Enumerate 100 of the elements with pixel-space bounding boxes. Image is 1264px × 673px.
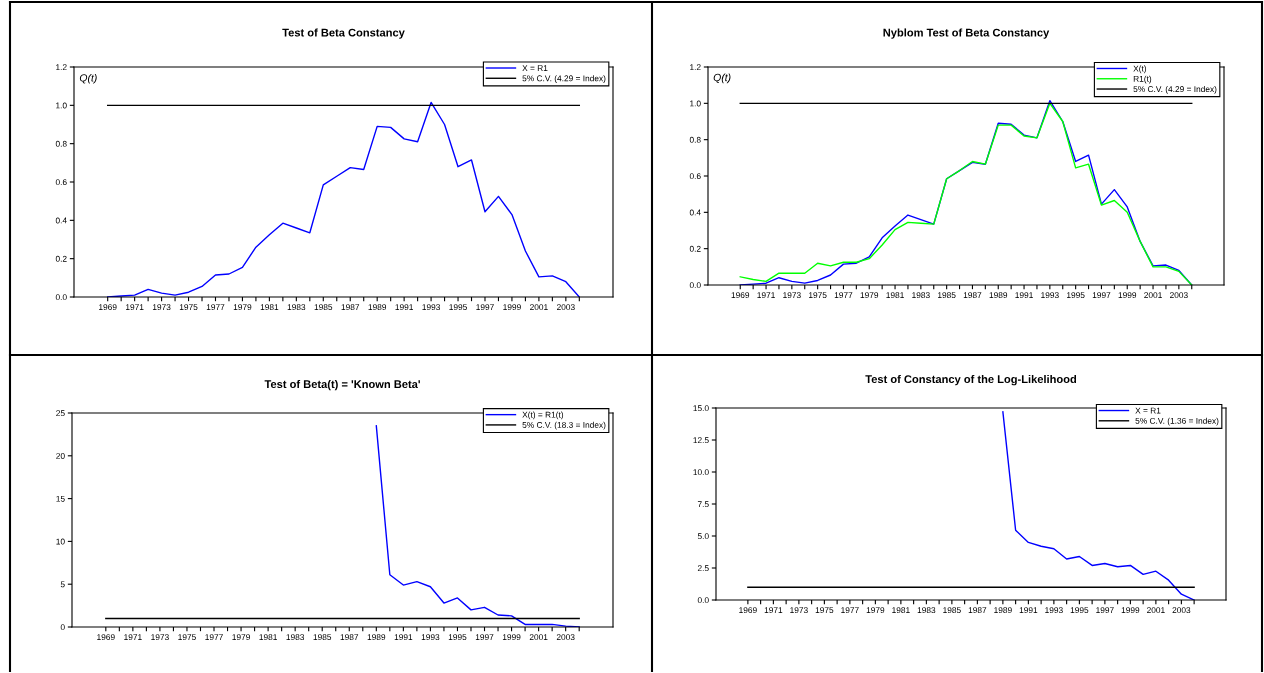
x-tick-label: 1985	[313, 634, 332, 641]
x-tick-label: 1973	[790, 607, 808, 614]
x-tick-label: 2003	[1170, 292, 1188, 299]
x-tick-label: 1977	[834, 292, 853, 299]
y-tick-label: 20	[56, 453, 65, 459]
x-tick-label: 1991	[1019, 607, 1038, 614]
y-tick-label: 7.5	[697, 501, 709, 508]
x-tick-label: 1969	[97, 634, 115, 641]
y-tick-label: 2.5	[697, 565, 709, 572]
chart-title: Test of Beta(t) = 'Known Beta'	[264, 379, 420, 391]
x-tick-label: 1981	[260, 304, 279, 311]
x-tick-label: 1993	[1045, 607, 1063, 614]
x-tick-label: 1979	[866, 607, 885, 614]
y-tick-label: 0.2	[689, 245, 701, 252]
x-tick-label: 1987	[963, 292, 982, 299]
x-tick-label: 1995	[1070, 607, 1089, 614]
y-tick-label: 0.0	[697, 597, 709, 604]
x-tick-label: 1969	[99, 304, 117, 311]
y-tick-label: 15	[56, 495, 65, 502]
x-tick-label: 1999	[502, 634, 521, 641]
x-tick-label: 1995	[448, 634, 467, 641]
x-tick-label: 1975	[809, 292, 827, 299]
y-tick-label: 0.2	[55, 255, 67, 262]
legend-label: R1(t)	[1133, 75, 1152, 84]
x-tick-label: 1971	[126, 304, 144, 311]
x-tick-label: 1977	[206, 304, 225, 311]
x-tick-label: 1983	[286, 634, 305, 641]
y-tick-label: 1.0	[56, 102, 67, 109]
x-tick-label: 2001	[1147, 607, 1165, 614]
x-tick-label: 1969	[731, 292, 750, 299]
x-tick-label: 1985	[938, 292, 956, 299]
y-tick-label: 1.2	[56, 64, 67, 71]
y-tick-label: 1.2	[690, 64, 701, 71]
x-tick-label: 1977	[841, 607, 859, 614]
legend-label: 5% C.V. (18.3 = Index)	[522, 421, 606, 430]
x-tick-label: 1997	[1092, 292, 1111, 299]
legend-label: 5% C.V. (1.36 = Index)	[1135, 417, 1219, 426]
legend-label: X = R1	[1135, 407, 1161, 414]
x-tick-label: 1971	[764, 607, 783, 614]
y-tick-label: 0.0	[55, 294, 67, 301]
x-tick-label: 1973	[151, 634, 169, 641]
x-tick-label: 1979	[233, 304, 252, 311]
x-tick-label: 1999	[1121, 607, 1140, 614]
x-tick-label: 1997	[1096, 607, 1114, 614]
y-tick-label: 0.4	[55, 217, 67, 224]
x-tick-label: 1987	[341, 304, 360, 311]
x-tick-label: 1995	[1067, 292, 1085, 299]
x-tick-label: 1981	[886, 292, 904, 299]
y-tick-label: 25	[56, 410, 65, 417]
y-tick-label: 0	[60, 624, 65, 631]
y-tick-label: 0.4	[689, 209, 701, 216]
x-tick-label: 1993	[422, 304, 440, 311]
y-tick-label: 15.0	[693, 405, 709, 412]
x-tick-label: 2001	[529, 634, 548, 641]
x-tick-label: 1995	[449, 304, 467, 311]
chart-title: Nyblom Test of Beta Constancy	[883, 28, 1050, 39]
x-tick-label: 1989	[994, 607, 1012, 614]
y-axis-title: Q(t)	[79, 73, 97, 84]
x-tick-label: 1989	[368, 304, 387, 311]
x-tick-label: 1997	[476, 304, 494, 311]
y-tick-label: 0.8	[689, 136, 701, 143]
x-tick-label: 1983	[917, 607, 936, 614]
x-tick-label: 1987	[340, 634, 359, 641]
x-tick-label: 1983	[287, 304, 306, 311]
x-tick-label: 1975	[178, 634, 196, 641]
x-tick-label: 1985	[314, 304, 333, 311]
y-tick-label: 5.0	[697, 533, 709, 540]
y-tick-label: 5	[60, 581, 65, 588]
x-tick-label: 2003	[556, 634, 575, 641]
x-tick-label: 1971	[124, 634, 142, 641]
legend-label: 5% C.V. (4.29 = Index)	[522, 75, 606, 83]
chart-title: Test of Beta Constancy	[282, 28, 405, 39]
x-tick-label: 2001	[530, 304, 548, 311]
x-tick-label: 1997	[475, 634, 494, 641]
y-tick-label: 0.0	[689, 282, 701, 289]
x-tick-label: 1985	[943, 607, 961, 614]
x-tick-label: 1983	[912, 292, 930, 299]
y-tick-label: 0.6	[55, 179, 67, 186]
x-tick-label: 1987	[968, 607, 987, 614]
x-tick-label: 1991	[1015, 292, 1033, 299]
x-tick-label: 1973	[152, 304, 171, 311]
y-tick-label: 10.0	[693, 469, 709, 476]
y-tick-label: 10	[56, 538, 65, 545]
legend-label: X(t) = R1(t)	[522, 411, 564, 420]
x-tick-label: 1981	[259, 634, 277, 641]
x-tick-label: 1993	[421, 634, 440, 641]
x-tick-label: 1971	[757, 292, 775, 299]
x-tick-label: 1979	[860, 292, 879, 299]
x-tick-label: 1975	[815, 607, 834, 614]
x-tick-label: 1991	[395, 304, 413, 311]
x-tick-label: 1993	[1041, 292, 1059, 299]
x-tick-label: 1981	[892, 607, 910, 614]
x-tick-label: 2003	[1172, 607, 1191, 614]
y-axis-title: Q(t)	[713, 73, 731, 84]
x-tick-label: 1979	[232, 634, 250, 641]
y-tick-label: 0.8	[55, 140, 67, 147]
x-tick-label: 1999	[503, 304, 521, 311]
y-tick-label: 12.5	[693, 437, 709, 444]
y-tick-label: 1.0	[690, 100, 701, 107]
x-tick-label: 1973	[783, 292, 801, 299]
